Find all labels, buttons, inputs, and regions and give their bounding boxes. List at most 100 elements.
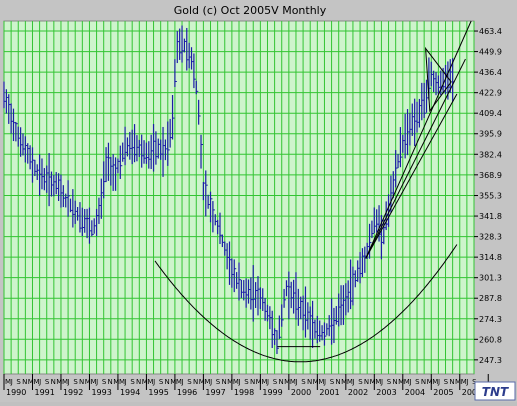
x-month-label: M xyxy=(404,378,410,386)
x-year-label: 1991 xyxy=(34,388,54,397)
x-year-label: 2005 xyxy=(433,388,453,397)
trend-line xyxy=(365,93,458,259)
x-month-label: S xyxy=(444,378,449,386)
y-tick-label: 382.4 xyxy=(479,150,502,159)
x-month-label: N xyxy=(250,378,255,386)
y-tick-label: 328.3 xyxy=(479,233,502,242)
x-month-label: S xyxy=(330,378,335,386)
x-month-label: J xyxy=(408,378,411,386)
x-month-label: M xyxy=(199,378,205,386)
x-month-label: S xyxy=(45,378,50,386)
x-month-label: N xyxy=(307,378,312,386)
x-month-label: M xyxy=(284,378,290,386)
x-month-label: M xyxy=(318,378,324,386)
x-year-label: 2000 xyxy=(291,388,311,397)
x-month-label: M xyxy=(147,378,153,386)
x-month-label: M xyxy=(256,378,262,386)
grid-lines xyxy=(3,21,475,374)
x-month-label: M xyxy=(85,378,91,386)
x-month-label: J xyxy=(209,378,212,386)
y-tick-label: 355.3 xyxy=(479,192,502,201)
x-month-label: M xyxy=(176,378,182,386)
x-month-label: N xyxy=(51,378,56,386)
x-month-label: M xyxy=(28,378,34,386)
y-tick-label: 409.4 xyxy=(479,109,502,118)
x-month-label: S xyxy=(358,378,363,386)
x-month-label: S xyxy=(102,378,107,386)
x-month-label: J xyxy=(95,378,98,386)
y-tick-label: 274.3 xyxy=(479,315,502,324)
x-month-label: N xyxy=(278,378,283,386)
x-month-label: J xyxy=(352,378,355,386)
x-month-label: N xyxy=(193,378,198,386)
x-month-label: N xyxy=(136,378,141,386)
x-month-label: S xyxy=(159,378,164,386)
x-month-label: M xyxy=(90,378,96,386)
trend-line xyxy=(365,20,472,259)
x-year-label: 2006 xyxy=(462,388,482,397)
y-tick-label: 314.8 xyxy=(479,253,502,262)
x-month-label: N xyxy=(364,378,369,386)
x-month-label: J xyxy=(38,378,41,386)
y-tick-label: 287.8 xyxy=(479,294,502,303)
x-month-label: J xyxy=(124,378,127,386)
x-month-label: S xyxy=(273,378,278,386)
y-tick-label: 260.8 xyxy=(479,335,502,344)
x-year-label: 2004 xyxy=(405,388,425,397)
x-month-label: M xyxy=(313,378,319,386)
x-month-label: N xyxy=(421,378,426,386)
x-month-label: S xyxy=(415,378,420,386)
y-tick-label: 341.8 xyxy=(479,212,502,221)
x-month-label: J xyxy=(266,378,269,386)
x-month-label: M xyxy=(432,378,438,386)
triangle-pattern xyxy=(424,46,452,113)
x-year-label: 1990 xyxy=(6,388,26,397)
y-tick-label: 301.3 xyxy=(479,274,502,283)
x-month-label: S xyxy=(187,378,192,386)
x-month-label: J xyxy=(380,378,383,386)
x-month-label: M xyxy=(204,378,210,386)
x-month-label: N xyxy=(165,378,170,386)
x-month-label: M xyxy=(261,378,267,386)
y-tick-label: 436.4 xyxy=(479,68,502,77)
x-year-label: 1994 xyxy=(120,388,140,397)
svg-text:TNT: TNT xyxy=(482,385,509,399)
tnt-logo: TNT xyxy=(474,381,516,401)
trend-lines xyxy=(154,20,472,363)
x-month-label: J xyxy=(437,378,440,386)
x-month-label: M xyxy=(170,378,176,386)
x-month-label: S xyxy=(16,378,21,386)
x-year-label: 2002 xyxy=(348,388,368,397)
y-tick-label: 422.9 xyxy=(479,89,502,98)
x-year-label: 1998 xyxy=(234,388,254,397)
x-month-label: J xyxy=(238,378,241,386)
x-month-label: M xyxy=(227,378,233,386)
x-month-label: N xyxy=(449,378,454,386)
x-month-label: S xyxy=(216,378,221,386)
x-month-label: M xyxy=(461,378,467,386)
parabolic-arc xyxy=(154,244,458,363)
x-month-label: S xyxy=(387,378,392,386)
x-year-label: 1992 xyxy=(63,388,83,397)
x-year-label: 1996 xyxy=(177,388,197,397)
x-month-label: N xyxy=(392,378,397,386)
y-tick-label: 368.9 xyxy=(479,171,502,180)
chart-title: Gold (c) Oct 2005V Monthly xyxy=(174,4,327,17)
x-month-label: M xyxy=(113,378,119,386)
x-month-label: S xyxy=(301,378,306,386)
x-month-label: J xyxy=(323,378,326,386)
y-tick-label: 449.9 xyxy=(479,48,502,57)
x-month-label: M xyxy=(233,378,239,386)
x-month-label: M xyxy=(5,378,11,386)
x-month-label: M xyxy=(398,378,404,386)
x-month-label: M xyxy=(427,378,433,386)
y-tick-label: 395.9 xyxy=(479,130,502,139)
x-month-label: J xyxy=(295,378,298,386)
x-month-label: J xyxy=(10,378,13,386)
x-month-label: N xyxy=(108,378,113,386)
x-month-label: N xyxy=(79,378,84,386)
x-month-label: S xyxy=(130,378,135,386)
x-month-label: J xyxy=(181,378,184,386)
x-year-label: 1997 xyxy=(205,388,225,397)
